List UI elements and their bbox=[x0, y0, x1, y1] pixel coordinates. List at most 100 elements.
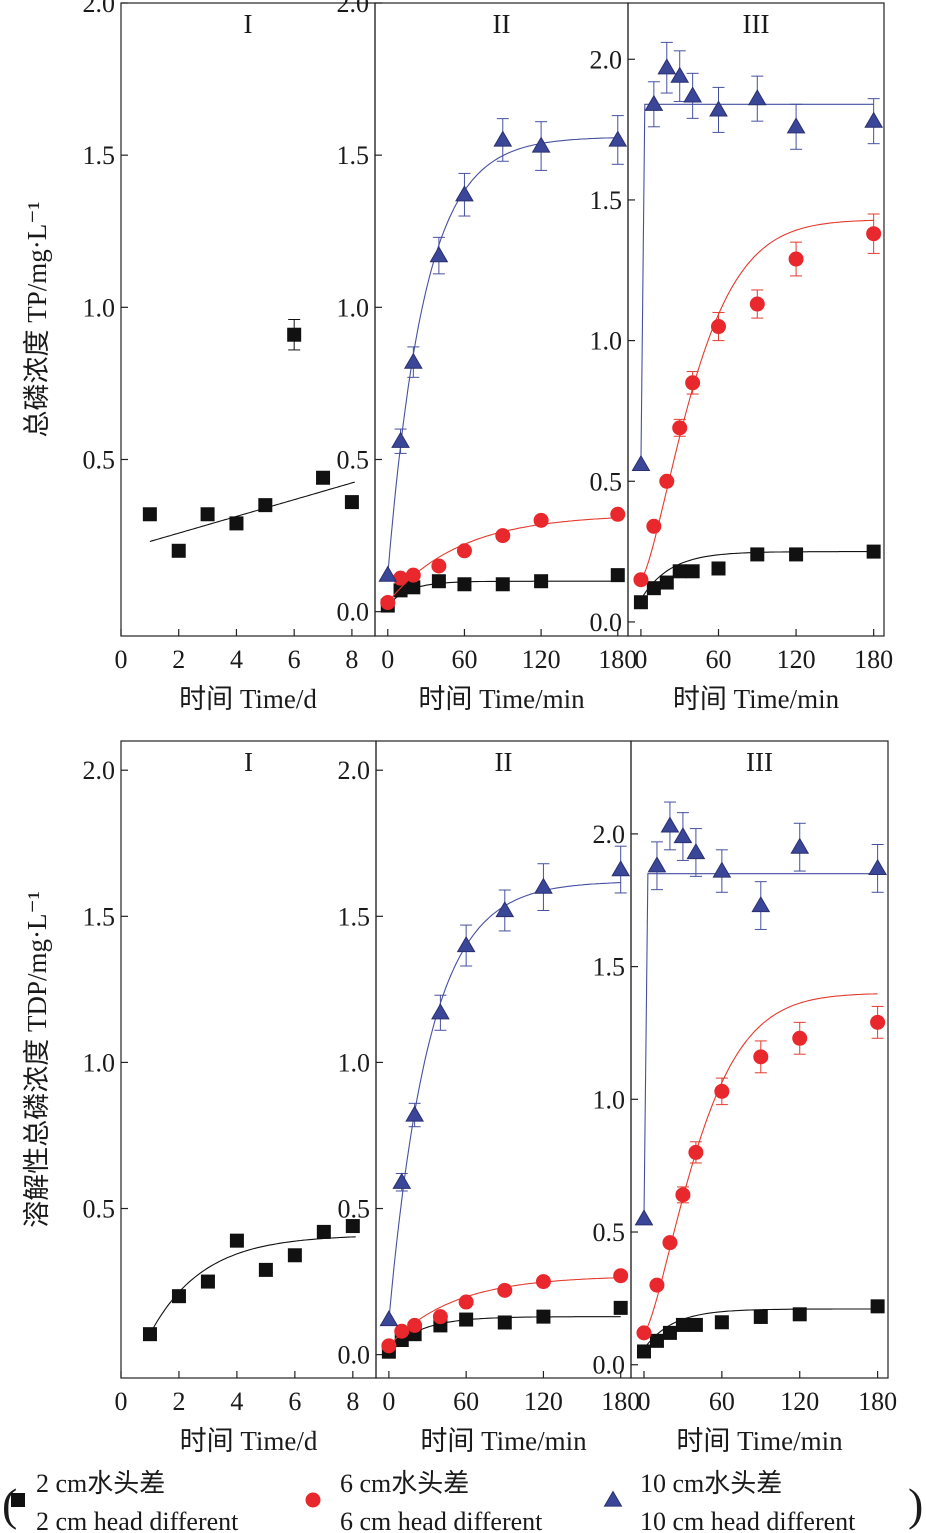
legend-label-en: 2 cm head different bbox=[36, 1507, 239, 1533]
y-tick-label: 0.5 bbox=[337, 445, 370, 474]
y-tick-label: 1.5 bbox=[590, 186, 623, 215]
data-point bbox=[648, 857, 665, 872]
data-point bbox=[407, 581, 420, 594]
data-point bbox=[687, 844, 704, 859]
series-square bbox=[634, 545, 880, 609]
data-point bbox=[458, 937, 475, 952]
y-tick-label: 0.5 bbox=[338, 1195, 371, 1224]
data-point bbox=[658, 59, 675, 74]
data-point bbox=[345, 496, 358, 509]
data-point bbox=[710, 101, 727, 116]
data-point bbox=[869, 860, 886, 875]
x-axis-label: 时间 Time/min bbox=[418, 684, 585, 714]
series-circle bbox=[634, 214, 881, 587]
x-tick-label: 60 bbox=[451, 645, 477, 674]
data-point bbox=[637, 1345, 650, 1358]
y-tick-label: 1.5 bbox=[337, 141, 370, 170]
data-point bbox=[663, 1326, 676, 1339]
y-tick-label: 1.0 bbox=[593, 1085, 626, 1114]
y-tick-label: 1.0 bbox=[83, 1048, 116, 1077]
data-point bbox=[408, 1318, 422, 1332]
data-point bbox=[712, 562, 725, 575]
legend-item-circle: 6 cm水头差 6 cm head different bbox=[306, 1469, 543, 1533]
x-tick-label: 60 bbox=[706, 645, 732, 674]
legend-label-zh: 10 cm水头差 bbox=[640, 1469, 782, 1498]
y-tick-label: 1.5 bbox=[338, 902, 371, 931]
data-point bbox=[433, 1310, 447, 1324]
legend-label-en: 10 cm head different bbox=[640, 1507, 856, 1533]
data-point bbox=[609, 131, 626, 146]
data-point bbox=[143, 1328, 156, 1341]
data-point bbox=[791, 839, 808, 854]
data-point bbox=[637, 1326, 651, 1340]
legend-paren-close: ) bbox=[908, 1479, 923, 1530]
x-tick-label: 180 bbox=[854, 645, 893, 674]
data-point bbox=[460, 1313, 473, 1326]
legend: ()2 cm水头差2 cm head different6 cm水头差6 cm … bbox=[2, 1469, 923, 1533]
panel-title: I bbox=[244, 9, 253, 39]
y-tick-label: 2.0 bbox=[83, 756, 116, 785]
fit-line bbox=[150, 1237, 356, 1334]
x-tick-label: 2 bbox=[172, 645, 185, 674]
data-point bbox=[430, 247, 447, 262]
y-tick-label: 0.5 bbox=[593, 1218, 626, 1247]
data-point bbox=[381, 596, 395, 610]
data-point bbox=[867, 227, 881, 241]
y-tick-label: 1.0 bbox=[337, 293, 370, 322]
data-point bbox=[632, 456, 649, 471]
data-point bbox=[871, 1015, 885, 1029]
y-tick-label: 1.5 bbox=[593, 953, 626, 982]
x-tick-label: 0 bbox=[637, 1387, 650, 1416]
data-point bbox=[788, 118, 805, 133]
x-axis-label: 时间 Time/min bbox=[676, 1426, 843, 1456]
data-point bbox=[647, 519, 661, 533]
data-point bbox=[754, 1050, 768, 1064]
y-tick-label: 1.0 bbox=[83, 293, 116, 322]
data-point bbox=[635, 1210, 652, 1225]
data-point bbox=[673, 565, 686, 578]
x-tick-label: 0 bbox=[381, 645, 394, 674]
data-point bbox=[689, 1145, 703, 1159]
legend-label-zh: 6 cm水头差 bbox=[340, 1469, 469, 1498]
legend-item-square: 2 cm水头差2 cm head different bbox=[12, 1469, 240, 1533]
data-point bbox=[392, 433, 409, 448]
y-tick-label: 1.5 bbox=[83, 902, 116, 931]
data-point bbox=[405, 354, 422, 369]
data-point bbox=[172, 544, 185, 557]
x-tick-label: 6 bbox=[288, 645, 301, 674]
legend-marker-square bbox=[12, 1494, 25, 1507]
data-point bbox=[259, 499, 272, 512]
panel-title: II bbox=[493, 9, 511, 39]
data-point bbox=[614, 1269, 628, 1283]
data-point bbox=[537, 1310, 550, 1323]
series-square bbox=[143, 320, 358, 558]
data-point bbox=[459, 1295, 473, 1309]
data-point bbox=[660, 474, 674, 488]
data-point bbox=[201, 508, 214, 521]
fit-line bbox=[641, 104, 874, 464]
x-tick-label: 0 bbox=[115, 645, 128, 674]
y-tick-label: 2.0 bbox=[83, 0, 116, 18]
fit-line bbox=[150, 482, 355, 541]
series-square bbox=[143, 1220, 359, 1341]
y-tick-label: 0.0 bbox=[337, 598, 370, 627]
data-point bbox=[172, 1290, 185, 1303]
data-point bbox=[871, 1300, 884, 1313]
y-tick-label: 1.0 bbox=[338, 1048, 371, 1077]
data-point bbox=[498, 1283, 512, 1297]
x-tick-label: 120 bbox=[522, 645, 561, 674]
data-point bbox=[317, 471, 330, 484]
data-point bbox=[457, 544, 471, 558]
data-point bbox=[612, 861, 629, 876]
data-point bbox=[382, 1339, 396, 1353]
data-point bbox=[793, 1031, 807, 1045]
data-point bbox=[650, 1278, 664, 1292]
data-point bbox=[458, 578, 471, 591]
data-point bbox=[230, 517, 243, 530]
data-point bbox=[380, 1311, 397, 1326]
data-point bbox=[230, 1234, 243, 1247]
data-point bbox=[393, 1174, 410, 1189]
data-point bbox=[406, 568, 420, 582]
x-tick-label: 60 bbox=[453, 1387, 479, 1416]
fit-line bbox=[641, 220, 874, 579]
